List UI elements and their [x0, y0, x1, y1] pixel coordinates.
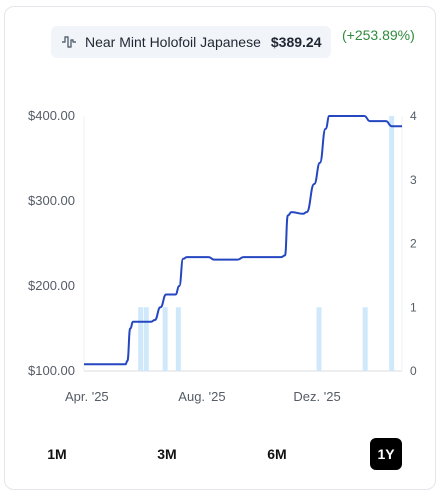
- price-chart: $100.00 $200.00 $300.00 $400.00 0 1 2 3 4 Apr. '2…: [28, 108, 417, 404]
- y2-tick-label: 4: [410, 109, 417, 123]
- product-price: $389.24: [270, 34, 322, 50]
- y2-tick-label: 3: [410, 173, 417, 187]
- volume-bar: [138, 307, 144, 371]
- y-tick-label: $300.00: [28, 193, 75, 208]
- y2-tick-label: 0: [410, 364, 417, 378]
- volume-bar: [389, 116, 395, 371]
- volume-bar: [162, 307, 168, 371]
- volume-bar: [316, 307, 322, 371]
- y2-tick-label: 2: [410, 237, 417, 251]
- time-range-selector: 1M 3M 6M 1Y: [0, 438, 442, 470]
- product-name: Near Mint Holofoil Japanese: [85, 34, 261, 50]
- range-button-1y[interactable]: 1Y: [370, 438, 402, 470]
- price-change: (+253.89%): [342, 27, 415, 43]
- pulse-line-icon: [62, 36, 76, 48]
- volume-bar: [362, 307, 368, 371]
- range-button-3m[interactable]: 3M: [157, 446, 177, 462]
- price-line: [84, 114, 402, 366]
- x-tick-label: Aug. '25: [178, 389, 225, 404]
- volume-bar: [175, 307, 181, 371]
- volume-bar: [143, 307, 149, 371]
- y2-tick-label: 1: [410, 300, 417, 314]
- range-button-1m[interactable]: 1M: [47, 446, 67, 462]
- x-tick-label: Apr. '25: [65, 389, 109, 404]
- y-tick-label: $400.00: [28, 108, 75, 123]
- range-button-6m[interactable]: 6M: [267, 446, 287, 462]
- x-tick-label: Dez. '25: [293, 389, 340, 404]
- y-tick-label: $200.00: [28, 278, 75, 293]
- price-chart-card: Near Mint Holofoil Japanese $389.24: [4, 6, 436, 490]
- product-pill[interactable]: Near Mint Holofoil Japanese $389.24: [51, 26, 332, 58]
- y-tick-label: $100.00: [28, 363, 75, 378]
